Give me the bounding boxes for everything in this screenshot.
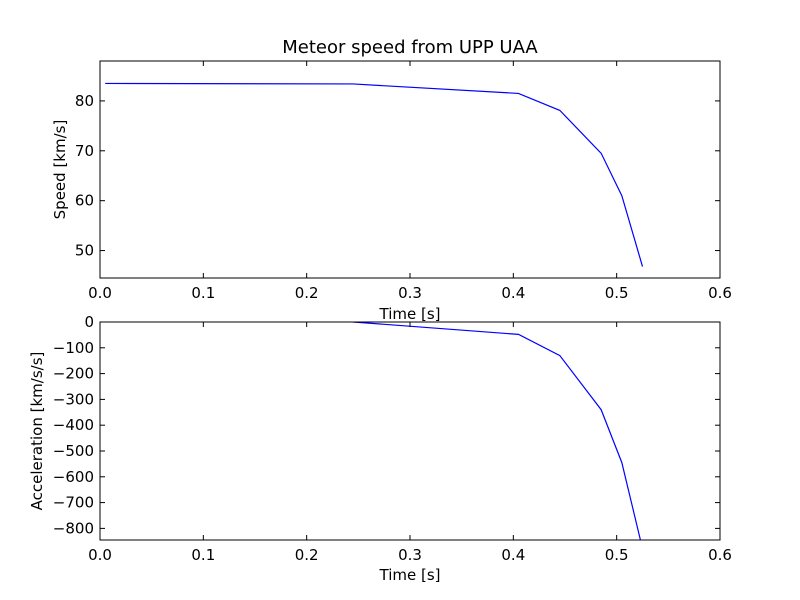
speed-x-tick-label: 0.5 — [605, 284, 629, 302]
speed-y-tick-label: 80 — [75, 92, 94, 110]
accel-x-tick-label: 0.2 — [295, 546, 319, 564]
chart-title: Meteor speed from UPP UAA — [282, 37, 538, 58]
speed-x-tick-label: 0.2 — [295, 284, 319, 302]
speed-y-tick-label: 60 — [75, 192, 94, 210]
speed-x-tick-label: 0.3 — [398, 284, 422, 302]
accel-x-tick-label: 0.3 — [398, 546, 422, 564]
accel-y-tick-label: −800 — [53, 519, 94, 537]
accel-y-tick-label: −200 — [53, 365, 94, 383]
accel-x-tick-label: 0.4 — [501, 546, 525, 564]
accel-y-tick-label: −100 — [53, 339, 94, 357]
speed-x-tick-label: 0.6 — [708, 284, 732, 302]
speed-x-axis-label: Time [s] — [379, 305, 441, 323]
accel-y-tick-label: −400 — [53, 416, 94, 434]
speed-y-axis-label: Speed [km/s] — [51, 120, 69, 220]
accel-x-axis-label: Time [s] — [379, 566, 441, 584]
accel-x-tick-label: 0.0 — [88, 546, 112, 564]
accel-axes-frame — [99, 321, 721, 541]
accel-x-tick-label: 0.1 — [191, 546, 215, 564]
speed-axes-frame — [99, 60, 721, 279]
accel-series-line — [353, 322, 642, 540]
speed-y-tick-label: 50 — [75, 242, 94, 260]
accel-y-tick-label: −300 — [53, 390, 94, 408]
accel-y-tick-label: −700 — [53, 494, 94, 512]
accel-y-axis-label: Acceleration [km/s/s] — [28, 352, 46, 511]
accel-y-tick-label: −500 — [53, 442, 94, 460]
accel-y-tick-label: −600 — [53, 468, 94, 486]
speed-x-tick-label: 0.0 — [88, 284, 112, 302]
speed-y-tick-label: 70 — [75, 142, 94, 160]
accel-x-tick-label: 0.6 — [708, 546, 732, 564]
speed-plot: 0.0 0.1 0.2 0.3 0.4 0.5 0.6 50 60 70 80 Time [s] Spe… — [51, 60, 732, 323]
acceleration-plot: 0.0 0.1 0.2 0.3 0.4 0.5 0.6 0 −100 −200 −300 −400 −5… — [28, 313, 732, 584]
speed-series-line — [105, 82, 644, 267]
speed-x-tick-label: 0.4 — [501, 284, 525, 302]
accel-x-tick-label: 0.5 — [605, 546, 629, 564]
speed-x-tick-label: 0.1 — [191, 284, 215, 302]
accel-y-tick-label: 0 — [84, 313, 94, 331]
